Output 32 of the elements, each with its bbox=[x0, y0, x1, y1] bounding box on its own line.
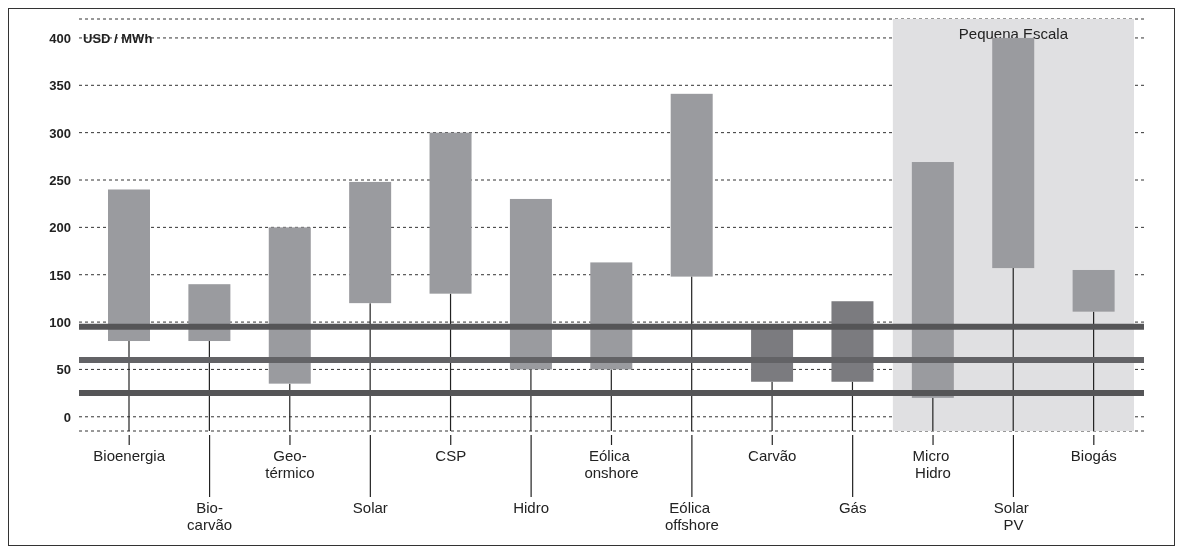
bar bbox=[1072, 269, 1115, 312]
x-tick-label: Solar PV bbox=[993, 499, 1034, 533]
x-tick-label: Geo-térmico bbox=[265, 447, 315, 481]
x-tick-label: Carvão bbox=[748, 447, 797, 464]
y-tick-label: 50 bbox=[56, 362, 71, 378]
bar bbox=[188, 284, 231, 342]
y-tick-label: 400 bbox=[49, 30, 71, 46]
y-tick-label: 100 bbox=[49, 315, 71, 331]
bar bbox=[911, 162, 954, 398]
bar bbox=[670, 93, 713, 277]
y-tick-label: 300 bbox=[49, 125, 71, 141]
y-tick-label: 150 bbox=[49, 267, 71, 283]
bar bbox=[268, 227, 311, 384]
x-tick-label: Bio-carvão bbox=[187, 499, 233, 533]
x-tick-label: Bioenergia bbox=[93, 447, 166, 464]
x-tick-label: Hidro bbox=[513, 499, 550, 516]
y-tick-label: 200 bbox=[49, 220, 71, 236]
y-axis-title: USD / MWh bbox=[83, 30, 153, 46]
y-tick-label: 350 bbox=[49, 78, 71, 94]
x-tick-label: Micro Hidro bbox=[912, 447, 954, 481]
bar bbox=[429, 132, 472, 294]
x-tick-label: Eólica offshore bbox=[664, 499, 719, 533]
bar bbox=[108, 189, 150, 342]
y-tick-label: 0 bbox=[63, 409, 71, 425]
y-tick-label: 250 bbox=[49, 173, 71, 189]
x-tick-label: CSP bbox=[435, 447, 467, 464]
bar bbox=[349, 181, 392, 304]
x-tick-label: Solar bbox=[352, 499, 388, 516]
x-tick-label: Eólica onshore bbox=[584, 447, 639, 481]
bar bbox=[509, 198, 552, 370]
x-tick-label: Biogás bbox=[1070, 447, 1117, 464]
x-tick-label: Gás bbox=[838, 499, 867, 516]
